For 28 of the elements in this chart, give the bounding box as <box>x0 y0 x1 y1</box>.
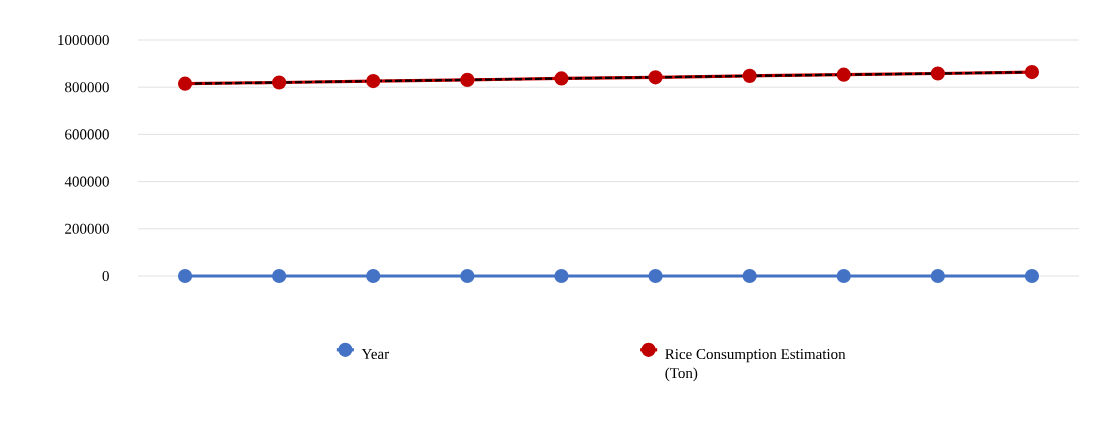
point <box>460 72 475 87</box>
point <box>930 268 945 284</box>
point <box>836 67 851 82</box>
legend-label: Year <box>361 349 390 359</box>
y-tick-label: 0 <box>102 270 109 282</box>
point <box>1024 268 1040 284</box>
point <box>742 68 757 83</box>
point <box>460 268 475 284</box>
y-tick-label: 1000000 <box>58 34 109 46</box>
y-tick-label: 200000 <box>65 223 109 234</box>
point <box>272 75 287 90</box>
point <box>836 268 851 284</box>
point <box>648 268 663 284</box>
point <box>366 268 381 284</box>
point <box>177 268 193 284</box>
legend-label: Rice Consumption Estimation (Ton) <box>665 349 846 382</box>
y-tick-label: 400000 <box>64 176 109 187</box>
point <box>1024 65 1040 80</box>
point <box>366 73 381 89</box>
point <box>930 66 945 81</box>
point <box>648 70 663 85</box>
point <box>177 76 193 91</box>
point <box>742 268 757 284</box>
point <box>554 71 569 86</box>
y-tick-label: 600000 <box>65 129 109 140</box>
y-tick-label: 800000 <box>65 82 109 93</box>
point <box>272 268 287 284</box>
point <box>554 268 569 284</box>
